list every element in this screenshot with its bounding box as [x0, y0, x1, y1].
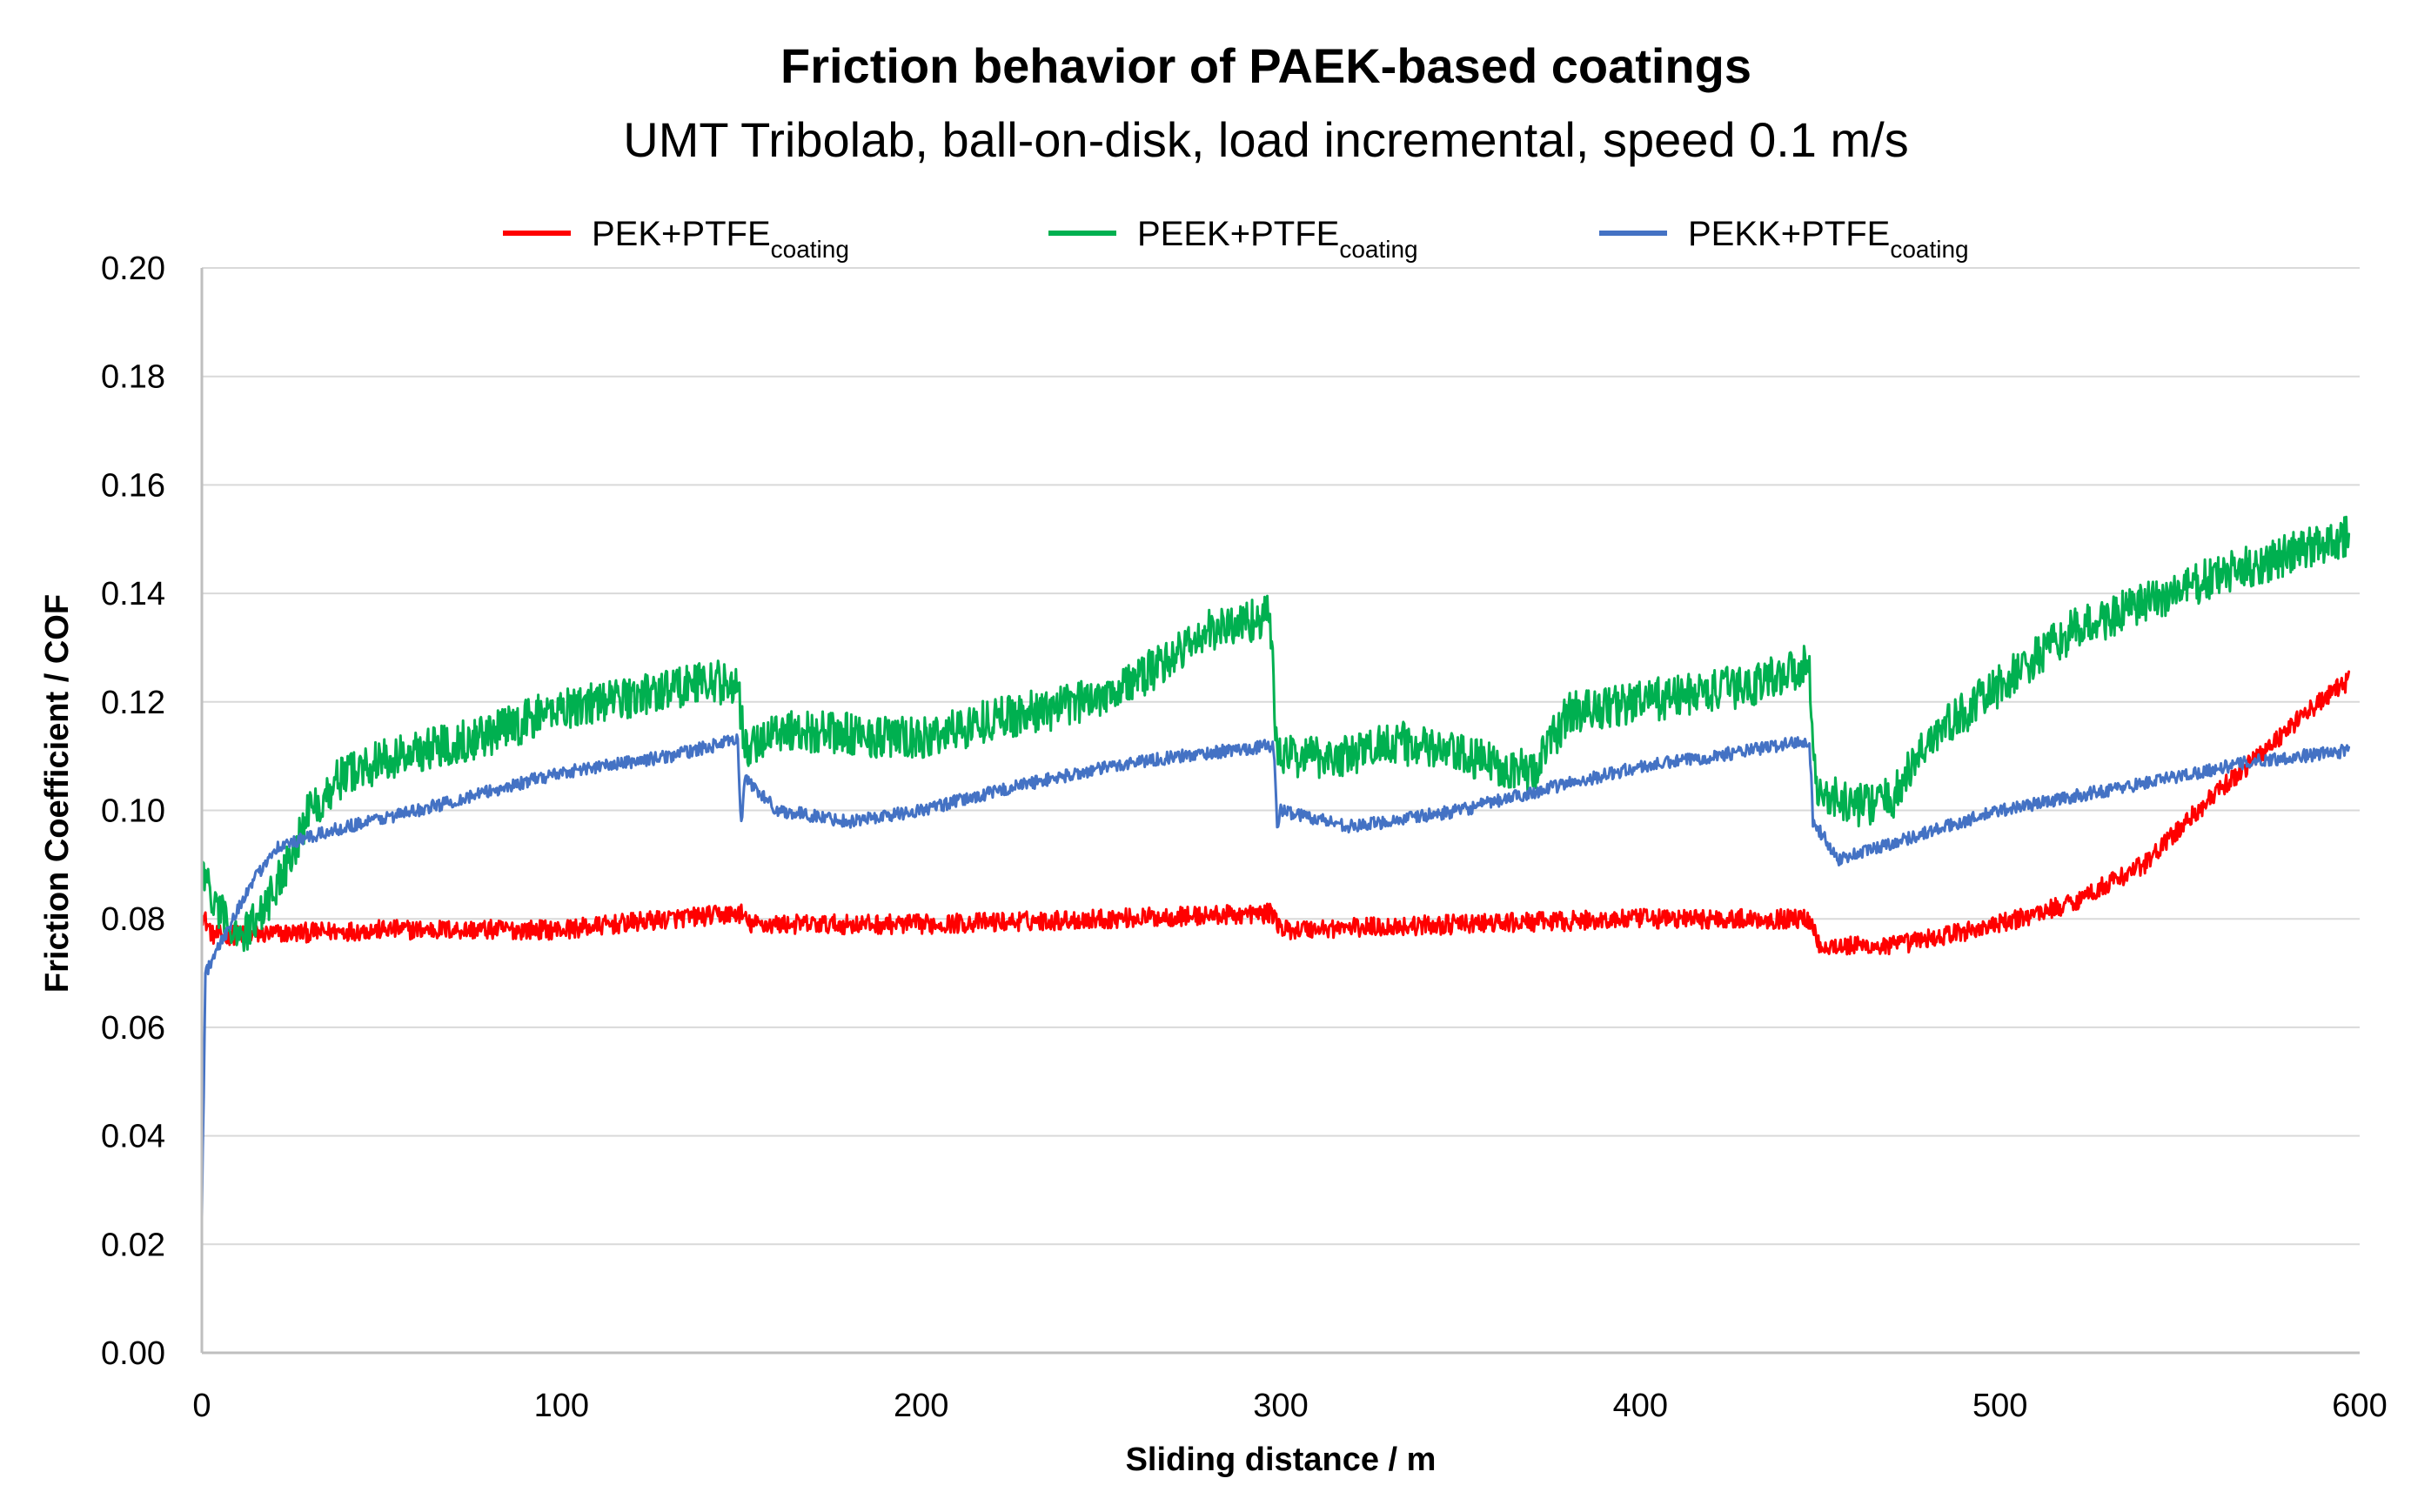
y-tick-label: 0.20	[101, 251, 165, 287]
x-tick-label: 100	[534, 1388, 589, 1424]
y-axis-title: Friction Coefficient / COF	[39, 594, 76, 993]
y-tick-label: 0.12	[101, 685, 165, 721]
legend-label-subscript: coating	[1890, 236, 1968, 263]
y-tick-label: 0.16	[101, 467, 165, 504]
legend: PEK+PTFEcoating PEEK+PTFEcoating PEKK+PTFE…	[503, 215, 1969, 263]
axes	[200, 268, 2360, 1355]
x-tick-label: 0	[192, 1388, 211, 1424]
y-tick-label: 0.00	[101, 1335, 165, 1372]
y-tick-label: 0.14	[101, 576, 165, 612]
plot-series	[200, 515, 2351, 1219]
y-tick-label: 0.06	[101, 1010, 165, 1047]
chart-title: Friction behavior of PAEK-based coatings	[780, 38, 1751, 93]
legend-label-2: PEEK+PTFEcoating	[1137, 215, 1418, 263]
gridlines	[202, 267, 2360, 1246]
x-tick-label: 200	[894, 1388, 948, 1424]
x-axis-title: Sliding distance / m	[1126, 1442, 1437, 1478]
x-tick-label: 600	[2332, 1388, 2387, 1424]
y-tick-label: 0.10	[101, 793, 165, 830]
y-tick-label: 0.08	[101, 901, 165, 938]
series-line-3	[200, 733, 2351, 1219]
legend-label-3: PEKK+PTFEcoating	[1688, 215, 1969, 263]
y-tick-label: 0.04	[101, 1119, 165, 1155]
chart-subtitle: UMT Tribolab, ball-on-disk, load increme…	[623, 112, 1908, 167]
legend-label-1: PEK+PTFEcoating	[592, 215, 849, 263]
y-tick-label: 0.18	[101, 359, 165, 396]
legend-label-subscript: coating	[1339, 236, 1417, 263]
series-line-2	[200, 515, 2351, 953]
legend-label-subscript: coating	[771, 236, 849, 263]
x-tick-label: 400	[1613, 1388, 1668, 1424]
x-tick-label: 500	[1972, 1388, 2027, 1424]
legend-label-main: PEEK+PTFE	[1137, 215, 1339, 253]
legend-label-main: PEKK+PTFE	[1688, 215, 1890, 253]
x-tick-labels: 0 100 200 300 400 500 600	[192, 1388, 2387, 1424]
x-tick-label: 300	[1253, 1388, 1308, 1424]
y-tick-label: 0.02	[101, 1227, 165, 1263]
y-tick-labels: 0.00 0.02 0.04 0.06 0.08 0.10 0.12 0.14 0.16 0.18…	[101, 251, 165, 1372]
legend-label-main: PEK+PTFE	[592, 215, 771, 253]
series-line-1	[200, 670, 2351, 956]
